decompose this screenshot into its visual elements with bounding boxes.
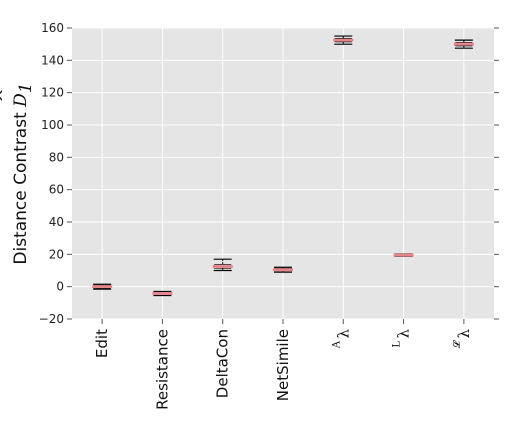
y-tick-label: 60 bbox=[49, 183, 64, 197]
x-tick-symbol: λ bbox=[395, 329, 413, 339]
y-axis-title: Distance Contrast D1^ bbox=[0, 82, 36, 264]
y-axis-label: Distance Contrast D1^ bbox=[0, 82, 36, 264]
box-5 bbox=[394, 254, 414, 256]
y-tick-label: 120 bbox=[41, 86, 64, 100]
y-tick-label: 20 bbox=[49, 247, 64, 261]
y-tick-label: 160 bbox=[41, 21, 64, 35]
y-axis-title-text: Distance Contrast D1 bbox=[11, 82, 36, 264]
y-axis-title-hat: ^ bbox=[0, 88, 15, 102]
x-tick-superscript: L bbox=[392, 341, 403, 348]
x-tick-superscript: 𝓛 bbox=[451, 339, 463, 348]
x-tick-label-2: DeltaCon bbox=[214, 319, 232, 398]
x-tick-label-1: Resistance bbox=[153, 319, 171, 410]
box-0 bbox=[92, 284, 112, 289]
y-tick-label: −20 bbox=[39, 312, 64, 326]
x-tick-text: Resistance bbox=[153, 329, 171, 410]
x-tick-label-3: NetSimile bbox=[274, 319, 292, 401]
y-tick-label: 80 bbox=[49, 150, 64, 164]
x-tick-text: NetSimile bbox=[274, 329, 292, 401]
x-tick-symbol: λ bbox=[455, 329, 473, 339]
y-tick-label: 100 bbox=[41, 118, 64, 132]
x-tick-superscript: A bbox=[331, 340, 342, 349]
x-tick-label-6: λ𝓛 bbox=[451, 319, 473, 348]
x-tick-label-4: λA bbox=[331, 319, 352, 349]
y-tick-label: 40 bbox=[49, 215, 64, 229]
x-tick-symbol: λ bbox=[334, 329, 352, 339]
box-1 bbox=[152, 292, 172, 296]
x-tick-label-0: Edit bbox=[93, 319, 111, 358]
x-tick-text: Edit bbox=[93, 329, 111, 358]
x-tick-text: DeltaCon bbox=[214, 329, 232, 398]
x-tick-label-5: λL bbox=[392, 319, 413, 348]
y-tick-label: 0 bbox=[56, 280, 64, 294]
y-tick-label: 140 bbox=[41, 53, 64, 67]
